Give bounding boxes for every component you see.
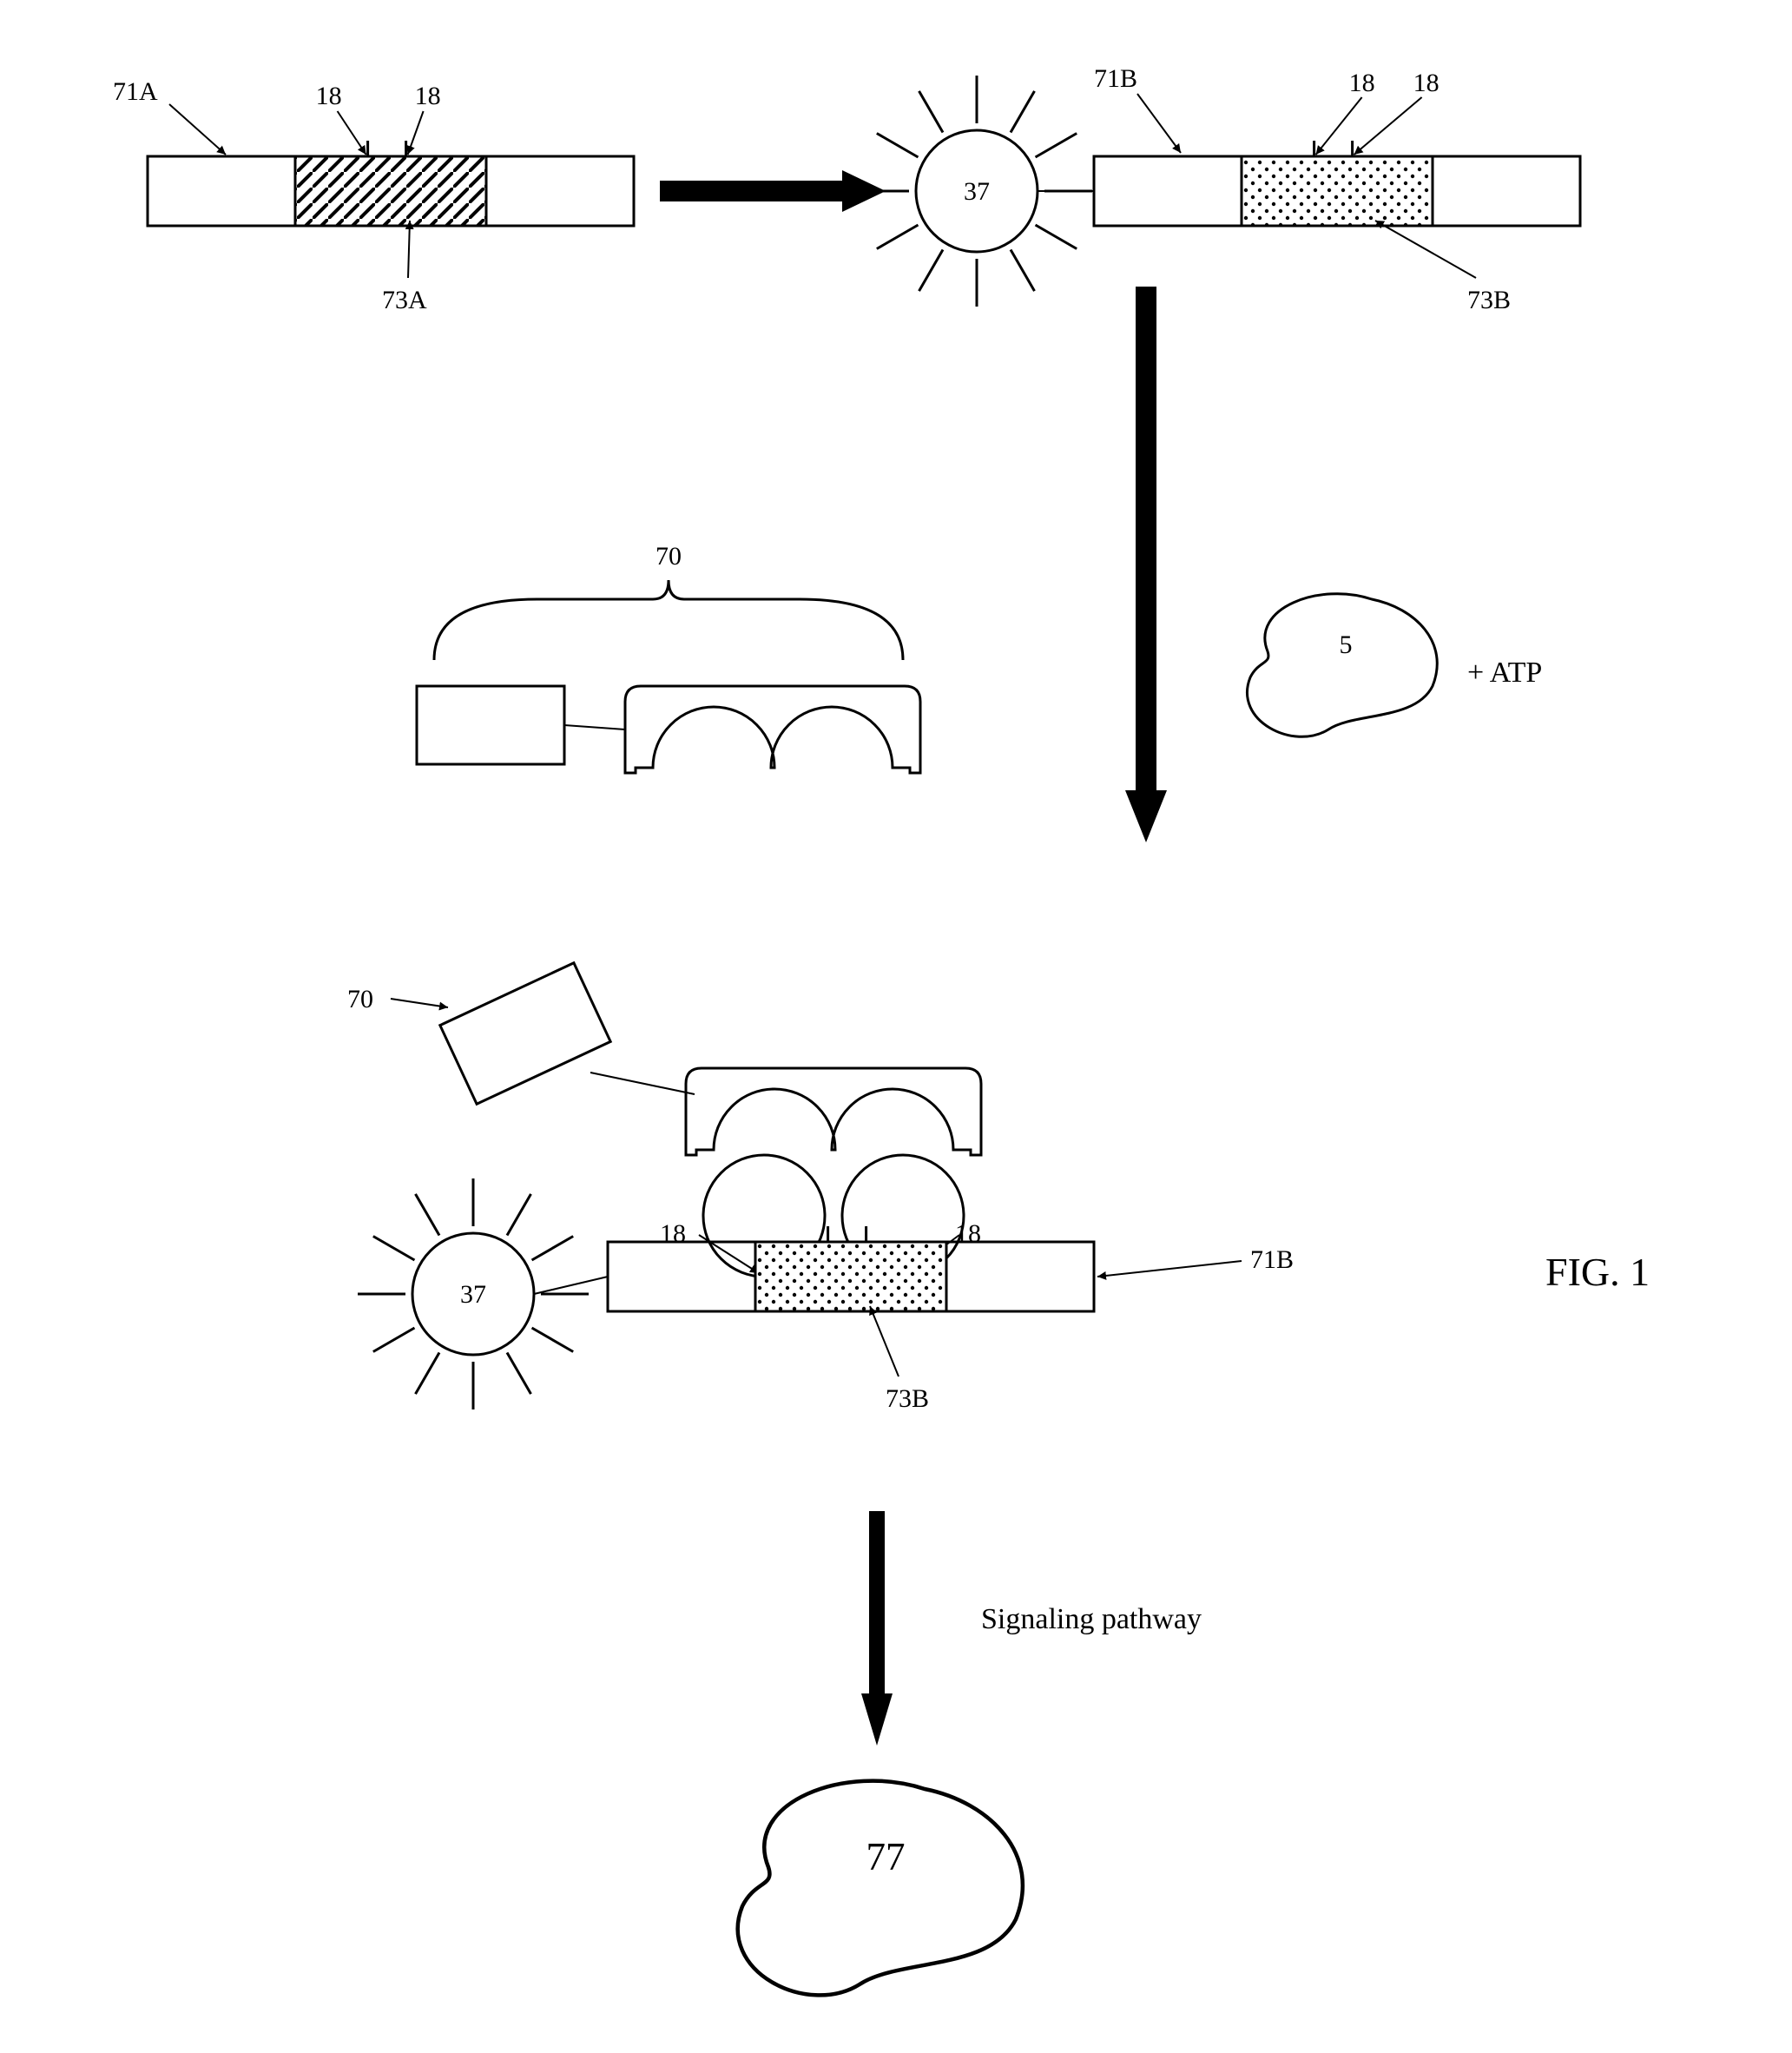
arrow-right [660,170,886,212]
label-atp: + ATP [1467,657,1542,689]
leader-73a [408,221,410,278]
label-18: 18 [1349,69,1375,97]
label-71b: 71B [1094,64,1137,93]
connector [590,1073,695,1094]
leader-18 [1316,97,1362,155]
svg-text:77: 77 [866,1835,906,1878]
arrow-down [861,1511,893,1746]
leader-71b [1097,1261,1242,1277]
label-71a: 71A [113,77,158,106]
sun-label: 37 [460,1280,486,1309]
brace [434,580,903,660]
bar-71a [148,141,634,226]
leader-18 [1354,97,1422,155]
label-pathway: Signaling pathway [981,1603,1202,1635]
bridge-70-bound [686,1068,981,1155]
leader-71b [1137,94,1181,153]
label-18: 18 [415,82,441,110]
blob-5: 5 [1247,594,1437,737]
label-73b: 73B [1467,286,1511,314]
arrow-down [1125,287,1167,842]
label-70: 70 [347,985,373,1013]
label-70: 70 [656,542,682,571]
label-71b: 71B [1250,1245,1294,1274]
label-73b: 73B [886,1384,929,1413]
figure-label: FIG. 1 [1545,1250,1650,1294]
rect-70-bound [440,963,610,1104]
label-18: 18 [660,1219,686,1248]
connector [534,1277,608,1294]
blob-77: 77 [738,1781,1023,1996]
leader-18 [408,111,424,155]
svg-text:5: 5 [1340,630,1353,659]
leader-73b [1375,221,1476,278]
label-73a: 73A [382,286,427,314]
leader-70 [391,999,448,1007]
leader-18 [338,111,366,155]
rect-70 [417,686,564,764]
label-18: 18 [955,1219,981,1248]
label-18: 18 [316,82,342,110]
leader-71a [169,104,226,155]
leader-73b [870,1306,899,1376]
sun-label: 37 [964,177,990,206]
bar-71b-top [1094,141,1580,226]
label-18: 18 [1413,69,1440,97]
bridge-70 [625,686,920,773]
connector [564,725,625,729]
